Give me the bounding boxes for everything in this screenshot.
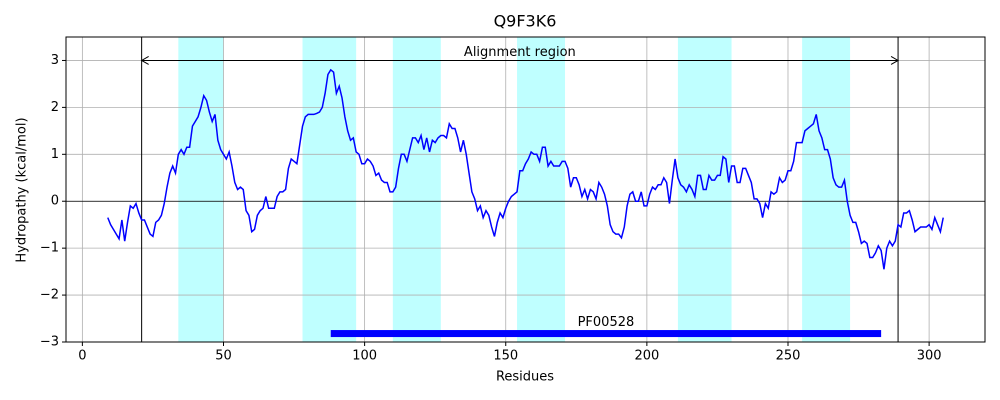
- y-tick-label: 0: [51, 194, 59, 209]
- arrow-head: [890, 56, 900, 65]
- x-tick-label: 250: [776, 349, 801, 364]
- x-tick-label: 300: [917, 349, 942, 364]
- highlight-span: [517, 37, 566, 342]
- highlight-span: [302, 37, 357, 342]
- y-tick-label: 2: [51, 100, 59, 115]
- highlight-span: [802, 37, 851, 342]
- y-tick-label: −3: [40, 335, 59, 350]
- plot-frame: [65, 36, 986, 343]
- region-label: Alignment region: [464, 45, 576, 60]
- x-axis-label: Residues: [496, 370, 554, 385]
- x-tick-label: 200: [634, 349, 659, 364]
- y-tick-label: −1: [40, 241, 59, 256]
- domain-bar: [330, 330, 882, 338]
- arrow-head: [140, 56, 149, 65]
- highlight-span: [392, 37, 441, 342]
- domain-label: PF00528: [578, 315, 635, 330]
- x-tick-label: 0: [78, 349, 86, 364]
- x-tick-label: 150: [493, 349, 518, 364]
- x-tick-label: 50: [215, 349, 232, 364]
- chart-title: Q9F3K6: [494, 12, 557, 31]
- y-tick-label: 3: [51, 53, 59, 68]
- y-axis-label: Hydropathy (kcal/mol): [15, 117, 30, 262]
- y-tick-label: −2: [40, 288, 59, 303]
- hydropathy-line: [107, 68, 944, 270]
- y-tick-label: 1: [51, 147, 59, 162]
- highlight-span: [178, 37, 224, 342]
- x-tick-label: 100: [352, 349, 377, 364]
